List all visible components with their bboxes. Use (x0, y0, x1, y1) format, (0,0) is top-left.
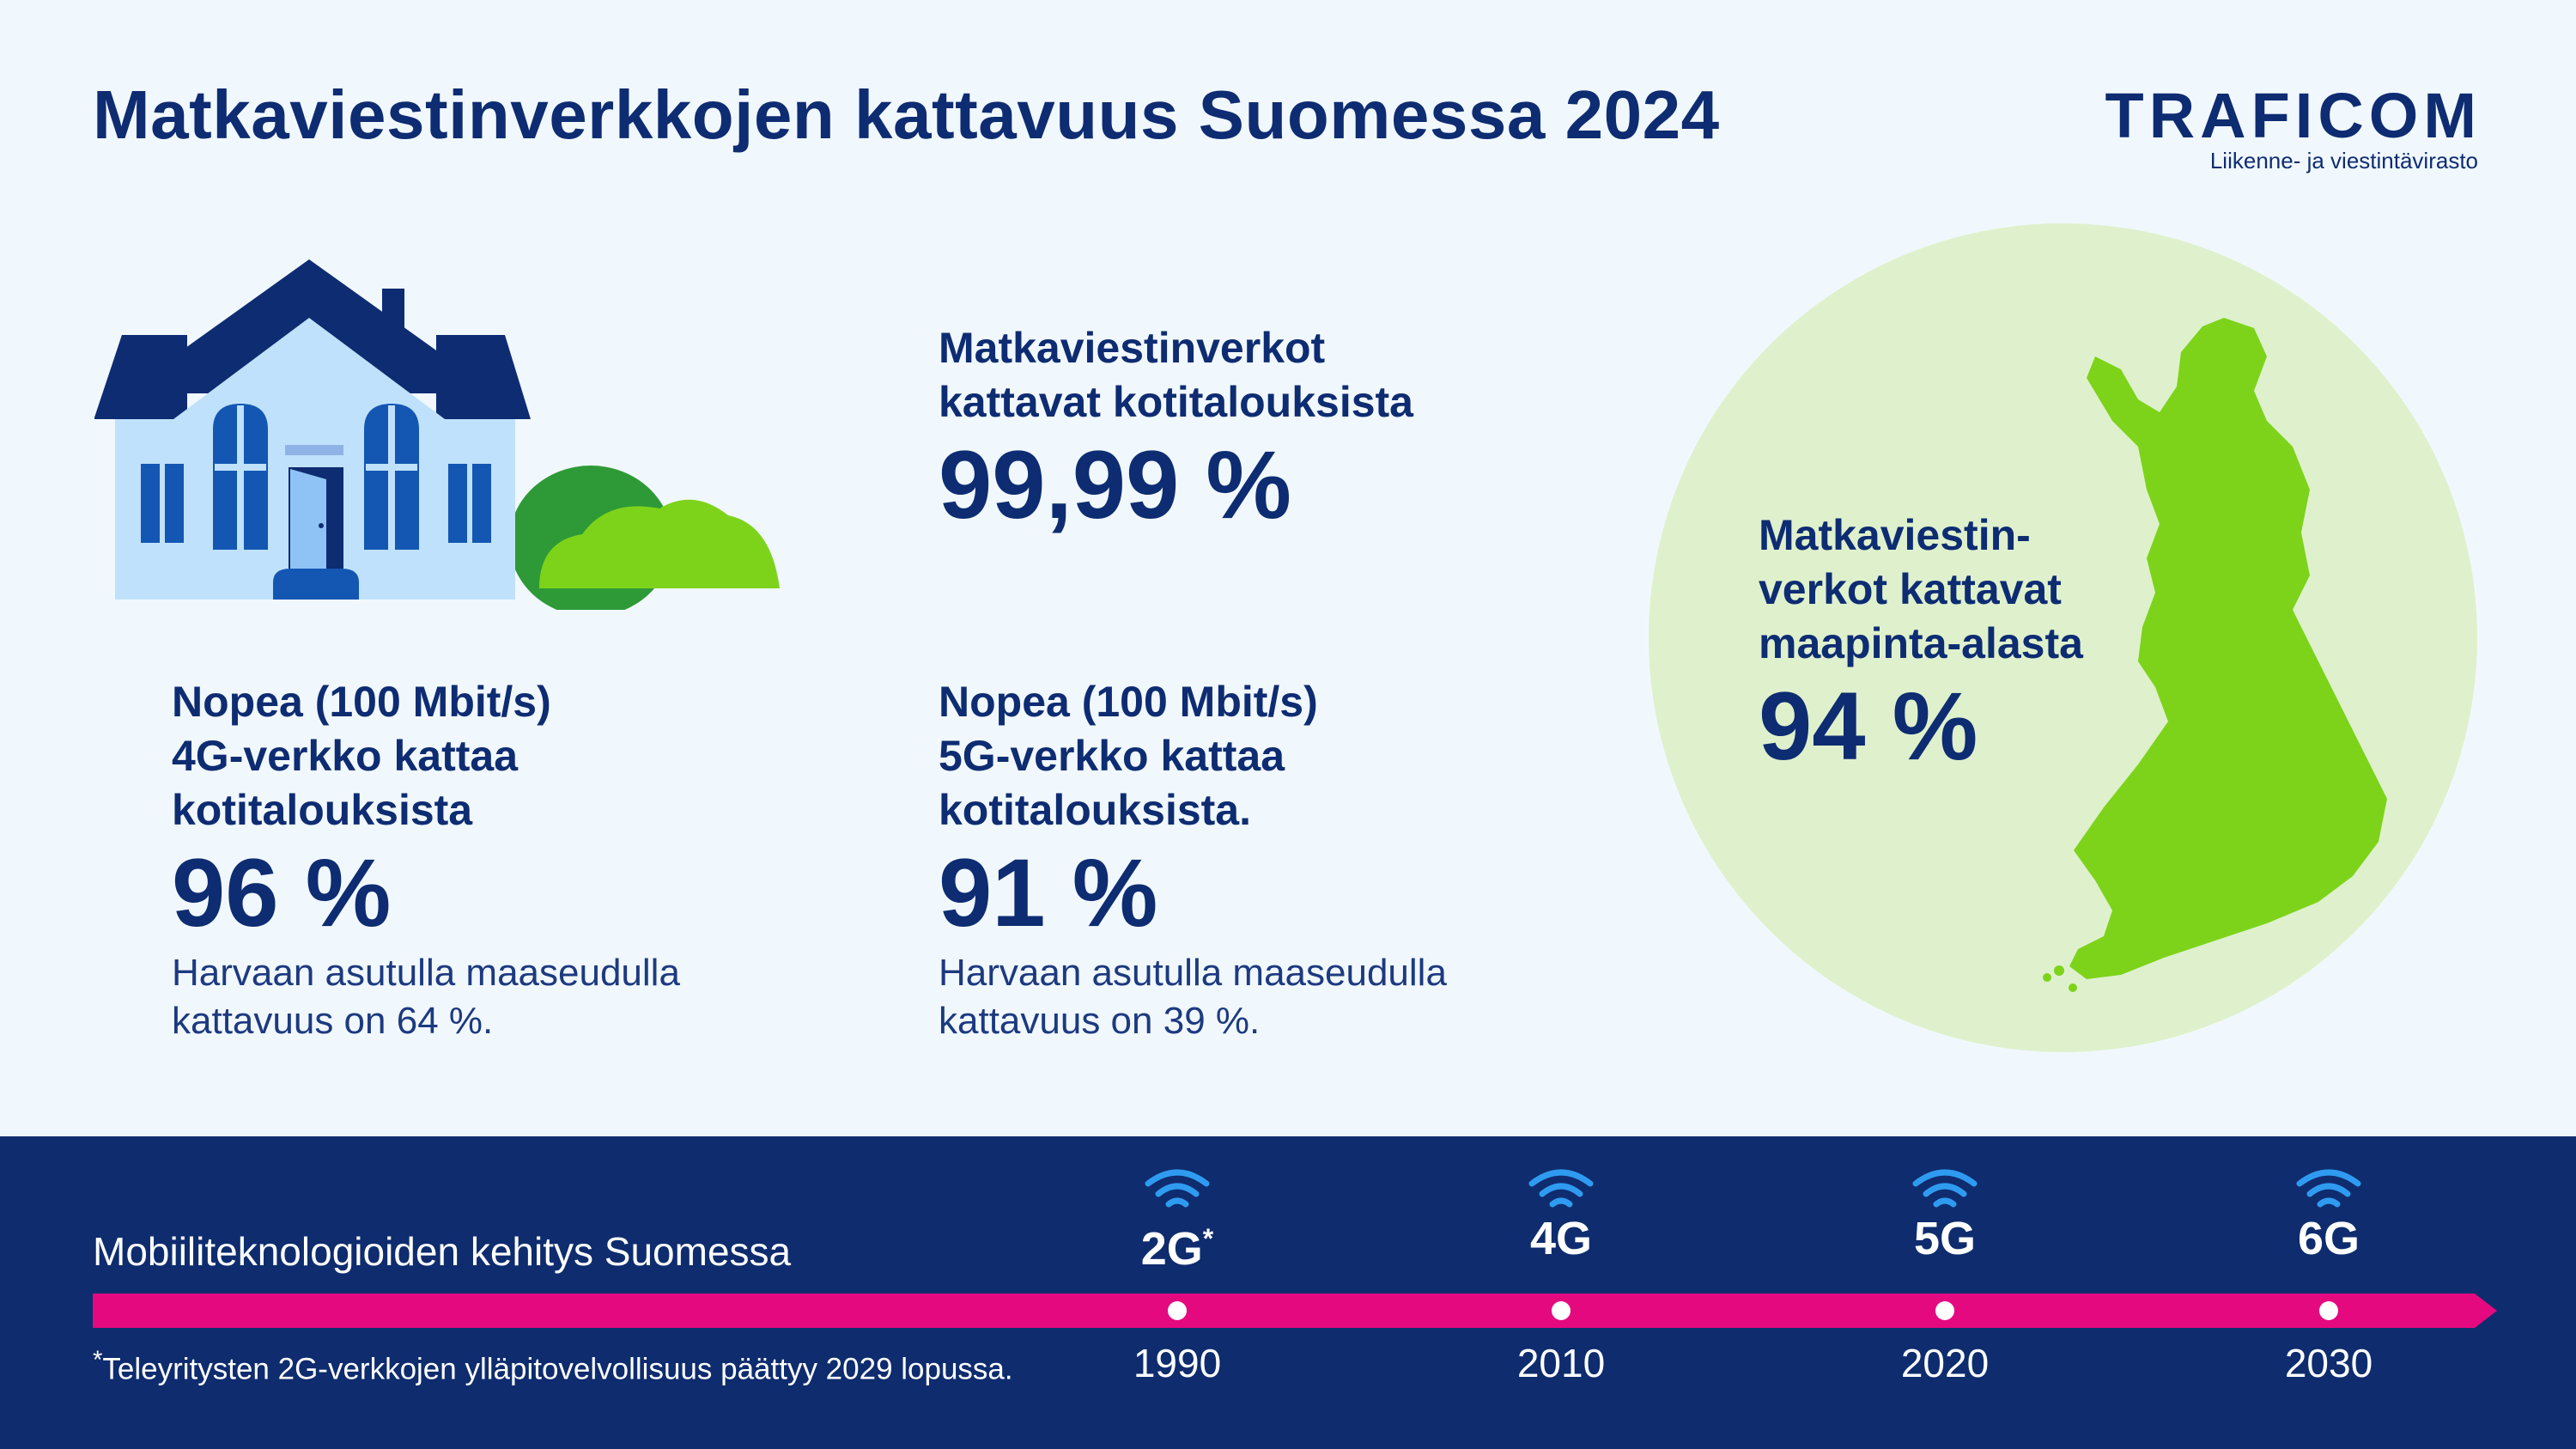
wifi-signal-icon (2296, 1169, 2361, 1208)
land-coverage-circle (1649, 223, 2477, 1052)
house-illustration (94, 259, 780, 610)
traficom-logo: TRAFICOM Liikenne- ja viestintävirasto (2104, 79, 2482, 182)
households-label-line2: kattavat kotitalouksista (939, 378, 1413, 426)
timeline-title: Mobiiliteknologioiden kehitys Suomessa (93, 1229, 792, 1274)
tech-item-4g: 4G (1475, 1168, 1647, 1264)
land-area-label-line1: Matkaviestin- (1759, 511, 2031, 559)
tech-label: 5G (1913, 1213, 1977, 1264)
finland-map-icon (2043, 318, 2387, 992)
timeline-band (0, 1136, 2576, 1449)
fast-5g-value: 91 % (939, 839, 1158, 947)
tech-label: 6G (2297, 1213, 2360, 1264)
fast-5g-label-line3: kotitalouksista. (939, 786, 1251, 834)
households-value: 99,99 % (939, 431, 1291, 539)
fast-4g-label-line1: Nopea (100 Mbit/s) (172, 678, 551, 726)
land-area-stat: Matkaviestin- verkot kattavat maapinta-a… (1759, 508, 2083, 782)
page-title: Matkaviestinverkkojen kattavuus Suomessa… (93, 76, 1720, 153)
year-2030: 2030 (2284, 1341, 2373, 1385)
tech-name: 2G* (1091, 1213, 1263, 1275)
fast-4g-stat: Nopea (100 Mbit/s) 4G-verkko kattaa koti… (172, 675, 680, 1045)
footnote-text: Teleyritysten 2G-verkkojen ylläpitovelvo… (102, 1352, 1013, 1386)
fast-4g-label-line3: kotitalouksista (172, 786, 473, 834)
fast-4g-value: 96 % (172, 839, 392, 947)
households-coverage-stat: Matkaviestinverkot kattavat kotitalouksi… (939, 321, 1413, 541)
tech-label: 4G (1529, 1213, 1593, 1264)
wifi-signal-icon (1912, 1169, 1978, 1208)
timeline-arrow (93, 1294, 2497, 1328)
tech-footnote-mark: * (1202, 1223, 1214, 1254)
year-2020: 2020 (1900, 1341, 1990, 1385)
fast-5g-label-line1: Nopea (100 Mbit/s) (939, 678, 1318, 726)
tech-item-6g: 6G (2243, 1168, 2415, 1264)
fast-5g-note-line2: kattavuus on 39 %. (939, 1000, 1261, 1042)
fast-5g-stat: Nopea (100 Mbit/s) 5G-verkko kattaa koti… (939, 675, 1447, 1045)
wifi-signal-icon (1145, 1169, 1210, 1208)
land-area-value: 94 % (1759, 673, 1978, 780)
year-1990: 1990 (1133, 1341, 1222, 1385)
tech-name: 4G (1475, 1213, 1647, 1264)
fast-4g-note-line2: kattavuus on 64 %. (172, 1000, 494, 1042)
timeline-footnote: *Teleyritysten 2G-verkkojen ylläpitovelv… (93, 1347, 1013, 1387)
fast-5g-label-line2: 5G-verkko kattaa (939, 732, 1285, 780)
fast-5g-note-line1: Harvaan asutulla maaseudulla (939, 952, 1447, 994)
fast-4g-note-line1: Harvaan asutulla maaseudulla (172, 952, 680, 994)
tech-name: 6G (2243, 1213, 2415, 1264)
logo-subtitle: Liikenne- ja viestintävirasto (2209, 148, 2478, 174)
tech-name: 5G (1859, 1213, 2031, 1264)
tech-item-5g: 5G (1859, 1168, 2031, 1264)
footnote-mark: * (93, 1347, 103, 1374)
tech-label: 2G (1140, 1223, 1203, 1275)
year-2010: 2010 (1516, 1341, 1606, 1385)
land-area-label-line3: maapinta-alasta (1759, 619, 2083, 667)
wifi-signal-icon (1528, 1169, 1594, 1208)
households-label-line1: Matkaviestinverkot (939, 324, 1326, 372)
tech-item-2g: 2G* (1091, 1168, 1263, 1275)
land-area-label-line2: verkot kattavat (1759, 565, 2062, 613)
fast-4g-label-line2: 4G-verkko kattaa (172, 732, 519, 780)
logo-wordmark: TRAFICOM (2105, 80, 2482, 151)
